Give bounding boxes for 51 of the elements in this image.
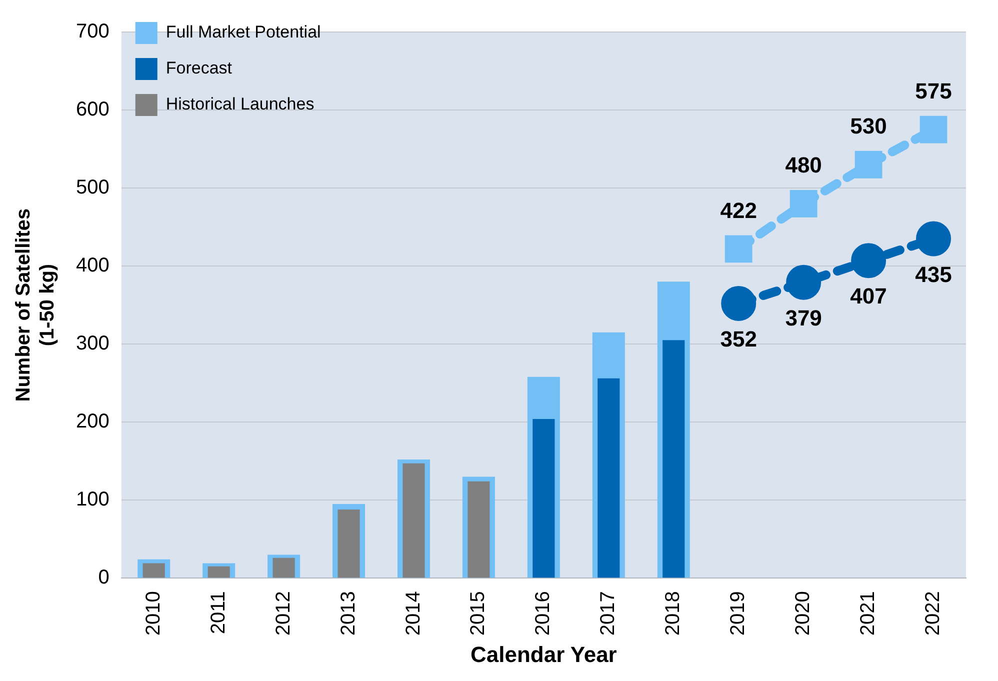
bar [338,509,360,578]
point [920,116,948,144]
bar [662,340,685,578]
x-axis-title: Calendar Year [470,642,618,667]
x-tick-label: 2017 [597,591,620,636]
legend-label: Forecast [166,58,232,78]
bar [272,558,295,578]
x-tick-label: 2020 [792,591,814,636]
point [851,243,886,278]
y-tick-label: 0 [98,566,110,589]
bar [468,481,490,578]
data-label: 422 [720,198,757,223]
x-tick-label: 2012 [272,591,294,636]
bar [402,463,425,578]
legend-label: Historical Launches [166,94,314,114]
data-label: 530 [850,114,887,139]
bar [208,566,230,578]
point [786,264,822,300]
y-tick-label: 200 [76,410,110,433]
y-tick-label: 100 [76,488,110,511]
x-tick-label: 2021 [857,591,880,636]
y-axis-title: Number of Satellites (1-50 kg) [12,208,59,402]
x-tick-label: 2014 [402,591,424,636]
x-tick-label: 2016 [532,591,554,636]
data-label: 575 [915,78,952,104]
x-tick-label: 2019 [727,591,750,636]
data-label: 352 [720,326,757,352]
y-tick-label: 300 [76,332,110,355]
x-tick-label: 2022 [922,591,944,636]
y-tick-label: 400 [76,254,110,277]
point [790,190,818,218]
data-label: 379 [785,305,822,330]
y-tick-label: 500 [76,176,110,199]
legend-label: Full Market Potential [166,22,321,42]
y-tick-label: 600 [76,98,110,121]
data-label: 407 [850,284,887,309]
point [916,221,952,256]
x-tick-label: 2010 [142,591,164,636]
x-tick-label: 2011 [207,591,230,634]
bar [532,418,555,578]
y-tick-label: 700 [76,20,110,43]
x-tick-label: 2015 [467,591,490,636]
bar [142,563,165,578]
data-label: 480 [785,152,822,178]
data-label: 435 [915,262,952,287]
point [854,150,882,178]
point [721,286,756,321]
bar [598,378,620,578]
x-tick-label: 2018 [662,591,684,636]
x-tick-label: 2013 [337,591,360,636]
point [724,235,752,263]
